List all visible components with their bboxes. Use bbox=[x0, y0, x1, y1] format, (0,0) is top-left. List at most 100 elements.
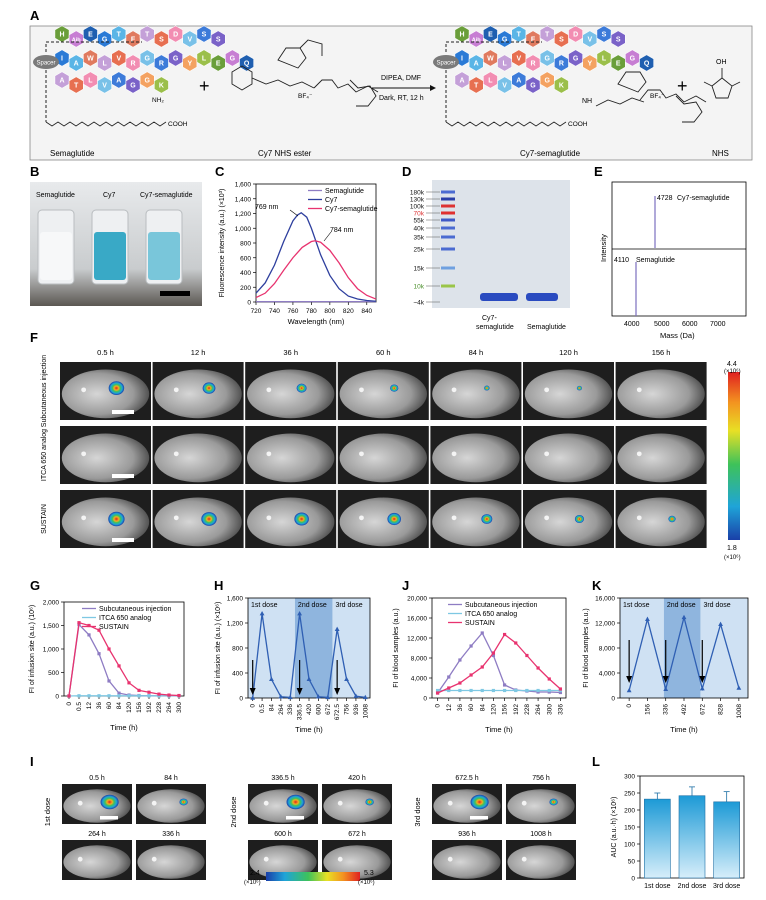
residue-row3-0 bbox=[54, 71, 70, 89]
residue-row1-2 bbox=[83, 25, 98, 43]
mouse-image-body bbox=[61, 369, 150, 419]
x-tick-label: 228 bbox=[524, 704, 531, 715]
mouse-image-eye bbox=[173, 387, 179, 393]
residue-row3-7 bbox=[154, 76, 169, 94]
timepoint-label: 672 h bbox=[348, 831, 366, 838]
timepoint-label: 0.5 h bbox=[89, 775, 105, 782]
residue-row1-5-label: F bbox=[531, 37, 536, 44]
residue-row1-8-label: D bbox=[173, 32, 178, 39]
panel-letter-c: C bbox=[215, 164, 225, 179]
residue-row1-11 bbox=[210, 30, 226, 48]
timepoint-label: 336.5 h bbox=[271, 775, 294, 782]
dose-mouse-image-body bbox=[507, 789, 575, 823]
panel-letter-g: G bbox=[30, 578, 40, 593]
x-axis-label: Time (h) bbox=[485, 725, 513, 734]
panel-letter-j: J bbox=[402, 578, 409, 593]
x-tick-label: 420 bbox=[306, 704, 313, 715]
mouse-image-body bbox=[617, 369, 705, 419]
data-point bbox=[458, 688, 462, 693]
residue-row2-12 bbox=[624, 49, 640, 67]
spectra-chart: 0 200 400 600 800 1,000 1,200 1,400 1,600 720 740 7… bbox=[219, 182, 378, 327]
dose-mouse-image-eye bbox=[521, 800, 527, 806]
residue-row2-9-label: Y bbox=[587, 61, 592, 68]
residue-row2-2-label: W bbox=[487, 56, 494, 63]
residue-row2-8 bbox=[168, 49, 183, 67]
panel-a-frame bbox=[29, 25, 753, 161]
colorbar-i-min-unit: (×10⁶) bbox=[244, 879, 261, 886]
y-tick-label: 800 bbox=[232, 646, 243, 653]
ms-tick-7000: 7000 bbox=[710, 321, 726, 328]
data-point bbox=[77, 621, 81, 625]
data-point bbox=[502, 683, 507, 687]
data-point bbox=[447, 686, 451, 690]
lane-label-cy7-semaglutide: Cy7-semaglutide bbox=[476, 315, 514, 331]
y-tick-label: 1,200 bbox=[227, 621, 244, 628]
data-point bbox=[97, 652, 101, 656]
imaging-grid-i: 1st dose 0.5 h 84 h 264 h 336 h 2nd dose 336.5… bbox=[43, 775, 576, 880]
residue-row3-4 bbox=[111, 71, 127, 89]
ms-tick-5000: 5000 bbox=[654, 321, 670, 328]
dose-row-label: 3rd dose bbox=[413, 797, 422, 826]
residue-row2-3-label: L bbox=[502, 61, 507, 68]
ladder-label: 180k bbox=[410, 190, 425, 197]
x-tick-label: 780 bbox=[306, 308, 317, 315]
mouse-image-body bbox=[247, 433, 335, 483]
x-tick-label: 336.5 bbox=[297, 704, 304, 721]
residue-row3-1-label: T bbox=[474, 83, 479, 90]
mouse-image-signal bbox=[108, 511, 125, 527]
residue-row1-11-label: S bbox=[216, 37, 221, 44]
ladder-band bbox=[441, 235, 455, 239]
ladder-label: 35k bbox=[414, 235, 425, 242]
scale-bar bbox=[100, 816, 118, 820]
category-label: 2nd dose bbox=[678, 883, 707, 890]
colorbar-i-max: 5.3 bbox=[364, 870, 374, 877]
data-point bbox=[157, 692, 161, 696]
residue-row3-4-label: A bbox=[516, 78, 521, 85]
x-tick-label: 0 bbox=[435, 704, 442, 708]
residue-row2-13-label: Q bbox=[244, 61, 250, 68]
data-point bbox=[458, 658, 462, 662]
spacer-blob bbox=[33, 55, 59, 69]
data-point bbox=[525, 653, 529, 658]
residue-row2-11-label: E bbox=[616, 61, 621, 68]
mouse-image-body bbox=[524, 433, 613, 483]
dose-mouse-image-signal bbox=[470, 794, 489, 810]
mouse-image-body bbox=[524, 497, 613, 547]
mouse-image-body bbox=[154, 497, 242, 547]
residue-row2-12-label: G bbox=[630, 56, 636, 63]
dose-band-label-3: 3rd dose bbox=[335, 602, 362, 609]
colorbar-f bbox=[728, 372, 740, 540]
mouse-image-signal bbox=[387, 512, 402, 526]
data-point bbox=[167, 693, 171, 697]
bf4-label-right: BF₄⁻ bbox=[650, 93, 665, 100]
residue-row1-8-label: D bbox=[573, 32, 578, 39]
x-tick-label: 264 bbox=[278, 704, 285, 715]
x-tick-label: 12 bbox=[86, 702, 93, 710]
chart-l: 0 50 100 150 200 250 300 1st dose 2nd dose 3rd do… bbox=[611, 774, 745, 890]
y-tick-label: 4,000 bbox=[599, 671, 616, 678]
data-point bbox=[626, 687, 632, 693]
dose-band-1 bbox=[620, 598, 664, 698]
dose-band-3 bbox=[700, 598, 748, 698]
dose-band-3 bbox=[332, 598, 370, 698]
dose-mouse-image-body bbox=[433, 845, 501, 879]
dose-mouse-image-eye bbox=[77, 856, 83, 862]
x-tick-label: 760 bbox=[287, 308, 298, 315]
mouse-image-body bbox=[524, 369, 613, 419]
y-tick-label: 2,000 bbox=[43, 600, 60, 607]
data-point bbox=[536, 688, 540, 693]
residue-row3-6 bbox=[139, 71, 155, 89]
vial-label-semaglutide: Semaglutide bbox=[36, 192, 75, 199]
data-point bbox=[344, 676, 349, 682]
y-tick-label: 200 bbox=[624, 808, 635, 815]
residue-row3-6-label: G bbox=[544, 78, 550, 85]
timepoint-label: 84 h bbox=[164, 775, 178, 782]
x-tick-label: 756 bbox=[344, 704, 351, 715]
data-point bbox=[107, 694, 111, 698]
mouse-image-eye bbox=[544, 515, 550, 521]
chart-j: 0 4,000 8,000 12,000 16,000 20,000 0 12 36 60 84 12… bbox=[393, 596, 567, 734]
data-point bbox=[435, 691, 440, 695]
residue-row2-12-label: G bbox=[230, 56, 236, 63]
mouse-image-eye bbox=[544, 451, 550, 457]
